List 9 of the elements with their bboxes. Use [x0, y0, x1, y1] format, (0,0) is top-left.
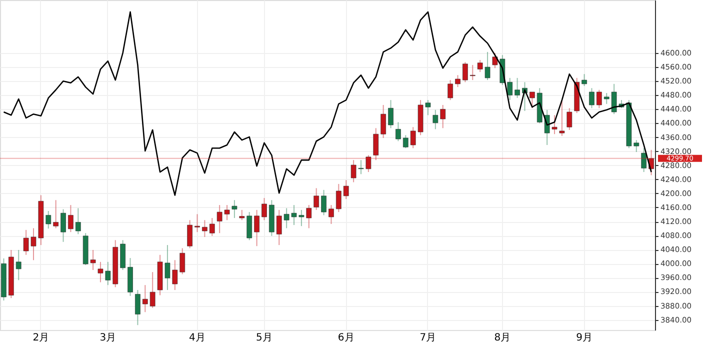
x-tick-label: 2月 — [32, 332, 50, 343]
x-tick-label: 8月 — [494, 332, 511, 343]
x-tick-label: 5月 — [256, 332, 272, 343]
x-tick-label: 9月 — [576, 332, 592, 343]
line-series — [3, 11, 652, 196]
x-tick-label: 6月 — [338, 332, 354, 343]
x-tick-label: 4月 — [189, 332, 206, 343]
x-tick-label: 7月 — [420, 332, 436, 343]
x-tick-label: 3月 — [100, 332, 116, 343]
